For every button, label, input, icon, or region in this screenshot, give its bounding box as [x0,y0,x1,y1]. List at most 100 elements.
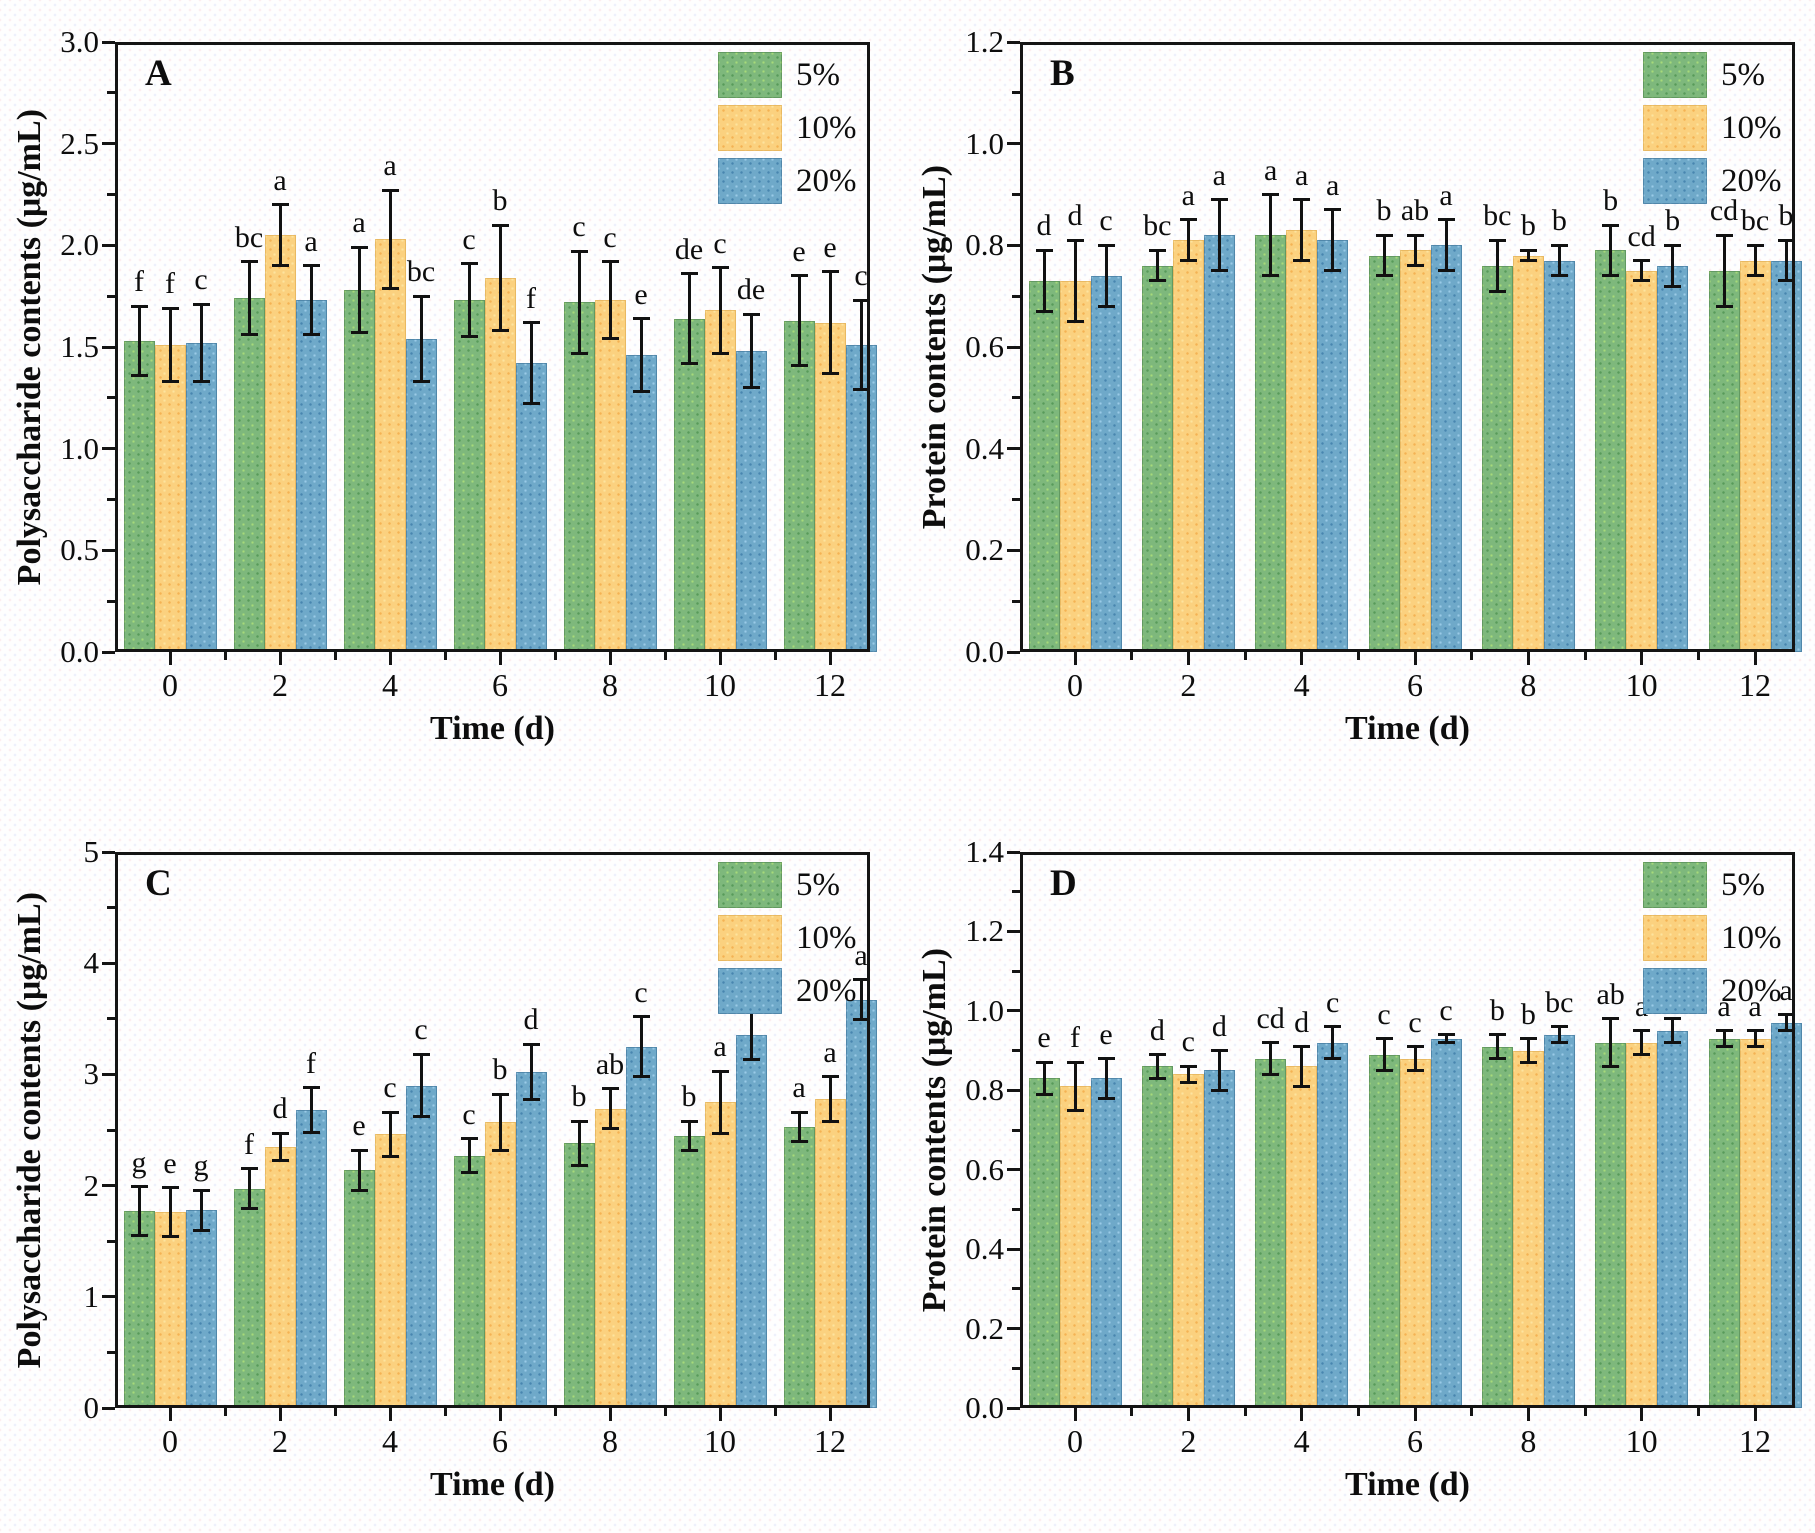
significance-letter: f [526,281,536,315]
error-bar [1671,1018,1675,1043]
bar-10%-day8 [594,1108,626,1408]
error-bar-cap-bottom [381,1155,399,1159]
x-tick-label: 10 [704,667,736,703]
error-bar-cap-bottom [1519,1060,1537,1064]
significance-letter: a [792,1071,806,1105]
y-minor-tick [107,193,115,196]
legend-entry-5%: 5% [1643,862,1793,908]
error-bar-cap-top [302,264,320,268]
x-tick-label: 0 [1067,1423,1083,1459]
error-bar-cap-bottom [1179,259,1197,263]
error-bar-cap-bottom [632,390,650,394]
error-bar-cap-bottom [1148,1076,1166,1080]
significance-letter: bc [406,255,436,289]
error-bar [498,225,502,331]
bar-10%-day6 [484,1122,516,1408]
error-bar-cap-top [1602,1017,1620,1021]
x-minor-tick [223,652,227,660]
bar-5%-day0 [123,340,155,652]
y-major-tick [102,142,115,146]
bar-10%-day4 [1286,230,1318,652]
error-bar-cap-top [1664,1017,1682,1021]
significance-letter: b [1376,194,1392,228]
error-bar-cap-top [491,223,509,227]
error-bar-cap-bottom [1097,1096,1115,1100]
panel-letter: D [1050,863,1077,904]
y-major-tick [102,40,115,44]
x-major-tick [168,1408,172,1421]
error-bar [1073,1062,1077,1111]
error-bar-cap-top [570,1119,588,1123]
error-bar-cap-top [240,260,258,264]
error-bar-cap-bottom [192,1228,210,1232]
error-bar-cap-top [161,306,179,310]
legend-swatch-20% [1643,158,1707,204]
error-bar-cap-bottom [852,1018,870,1022]
significance-letter: f [134,265,144,299]
error-bar [1526,1038,1530,1063]
significance-letter: de [674,232,704,266]
error-bar [419,1054,423,1117]
error-bar-cap-top [1406,233,1424,237]
error-bar [1609,1018,1613,1067]
error-bar-cap-top [1293,198,1311,202]
x-tick-label: 2 [1180,1423,1197,1459]
x-major-tick [828,652,832,665]
significance-letter: bc [234,220,264,254]
legend-swatch-5% [1643,862,1707,908]
error-bar-cap-top [1715,233,1733,237]
bar-20%-day8 [1543,1034,1575,1408]
significance-letter: a [1181,178,1195,212]
y-major-tick [1007,929,1020,933]
error-bar [529,322,533,404]
significance-letter: f [306,1046,316,1080]
bar-20%-day4 [405,338,437,652]
error-bar [1073,240,1077,322]
error-bar [278,204,282,266]
error-bar-cap-bottom [1437,269,1455,273]
x-tick-label: 10 [704,1423,736,1459]
error-bar [718,267,722,354]
x-major-tick [1073,1408,1077,1421]
x-major-tick [1640,652,1644,665]
significance-letter: c [383,1071,397,1105]
error-bar [1444,1034,1448,1043]
error-bar-cap-bottom [1488,1057,1506,1060]
significance-letter: b [1489,993,1505,1027]
significance-letter: a [304,224,318,258]
error-bar [1186,1066,1190,1083]
bar-20%-day0 [185,342,217,652]
error-bar-cap-top [852,298,870,302]
legend-entry-10%: 10% [718,105,868,151]
x-tick-label: 4 [382,1423,398,1459]
x-tick-label: 12 [814,1423,846,1459]
y-tick-label: 1.5 [60,329,99,364]
y-minor-tick [107,906,115,910]
error-bar [1557,245,1561,276]
legend-label: 20% [796,163,857,199]
error-bar [1300,1046,1304,1087]
bar-20%-day2 [295,1109,327,1408]
error-bar [388,1112,392,1157]
significance-letter: d [1036,209,1052,243]
error-bar [1640,1030,1644,1055]
x-minor-tick [1130,1408,1134,1416]
error-bar-cap-top [632,1015,650,1019]
significance-letter: b [1520,997,1536,1031]
y-major-tick [102,548,115,552]
legend-label: 10% [1721,920,1782,956]
error-bar [1671,245,1675,286]
x-tick-label: 8 [602,667,618,703]
error-bar [168,1187,172,1237]
bar-10%-day10 [704,310,736,652]
error-bar-cap-top [1324,1025,1342,1029]
legend-swatch-10% [718,105,782,151]
x-tick-label: 6 [492,1423,508,1459]
error-bar [1300,199,1304,261]
error-bar-cap-top [491,1092,509,1096]
x-major-tick [718,1408,722,1421]
significance-letter: cd [1627,219,1656,253]
y-major-tick [1007,1168,1020,1172]
error-bar-cap-bottom [601,337,619,341]
significance-letter: b [571,1080,587,1114]
